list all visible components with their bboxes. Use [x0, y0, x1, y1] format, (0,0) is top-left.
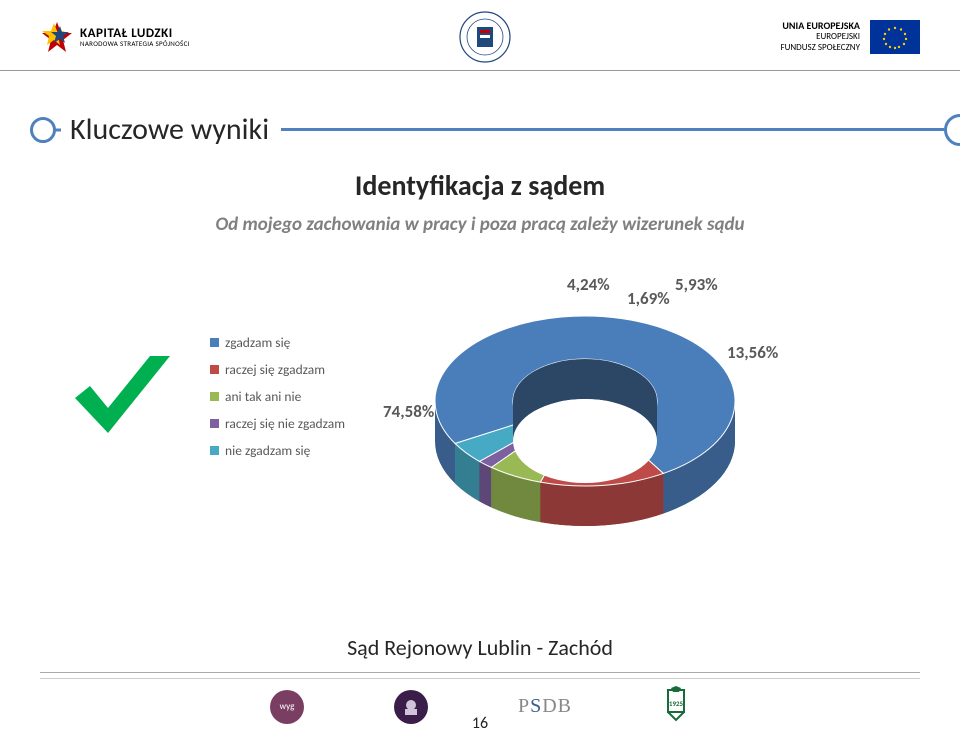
kssip-icon [458, 10, 512, 64]
crest-logo-icon: 1925 [662, 686, 690, 727]
kl-logo-block: KAPITAŁ LUDZKI NARODOWA STRATEGIA SPÓJNO… [40, 20, 190, 54]
title-line [281, 128, 944, 131]
content-row: zgadzam sięraczej się zgadzamani tak ani… [0, 256, 960, 536]
title-bullet-icon [30, 117, 56, 143]
donut-chart: 74,58% 13,56% 5,93%1,69% 4,24% [375, 256, 795, 536]
eu-flag-icon [870, 20, 920, 54]
legend-swatch [210, 392, 219, 401]
center-logo [458, 10, 512, 64]
eu-line3: FUNDUSZ SPOŁECZNY [780, 43, 860, 54]
legend-label: zgadzam się [225, 329, 290, 356]
legend-label: raczej się nie zgadzam [225, 410, 345, 437]
legend-item: zgadzam się [210, 329, 345, 356]
legend-item: raczej się zgadzam [210, 356, 345, 383]
legend-item: ani tak ani nie [210, 383, 345, 410]
subtitle: Identyfikacja z sądem [0, 168, 960, 203]
svg-text:1925: 1925 [669, 699, 684, 708]
checkmark-icon [60, 336, 180, 456]
footer-line-2 [40, 678, 920, 679]
question-text: Od mojego zachowania w pracy i poza prac… [0, 213, 960, 236]
kl-star-icon [40, 20, 74, 54]
page-title: Kluczowe wyniki [70, 111, 269, 148]
kl-subtitle: NARODOWA STRATEGIA SPÓJNOŚCI [80, 40, 190, 47]
legend-label: ani tak ani nie [225, 383, 301, 410]
eu-block: UNIA EUROPEJSKA EUROPEJSKI FUNDUSZ SPOŁE… [780, 20, 920, 54]
legend-swatch [210, 419, 219, 428]
chart-slice-label: 74,58% [383, 401, 434, 422]
legend: zgadzam sięraczej się zgadzamani tak ani… [210, 329, 345, 464]
legend-item: raczej się nie zgadzam [210, 410, 345, 437]
page-number: 16 [472, 714, 488, 733]
header: KAPITAŁ LUDZKI NARODOWA STRATEGIA SPÓJNO… [0, 0, 960, 71]
chart-slice-label: 1,69% [627, 288, 670, 309]
legend-item: nie zgadzam się [210, 437, 345, 464]
title-row: Kluczowe wyniki [0, 111, 960, 148]
legend-label: raczej się zgadzam [225, 356, 325, 383]
footer-line-1 [40, 672, 920, 673]
chart-slice-label: 4,24% [567, 274, 610, 295]
legend-swatch [210, 338, 219, 347]
footer-court: Sąd Rejonowy Lublin - Zachód [0, 634, 960, 661]
chart-slice-label: 5,93% [675, 274, 718, 295]
title-end-icon [944, 114, 960, 146]
legend-swatch [210, 446, 219, 455]
psdb-logo-icon: PSDB [518, 695, 572, 718]
head-logo-icon [394, 690, 428, 724]
wyg-logo-icon: wyg [270, 690, 304, 724]
legend-label: nie zgadzam się [225, 437, 310, 464]
chart-slice-label: 13,56% [727, 342, 778, 363]
legend-swatch [210, 365, 219, 374]
